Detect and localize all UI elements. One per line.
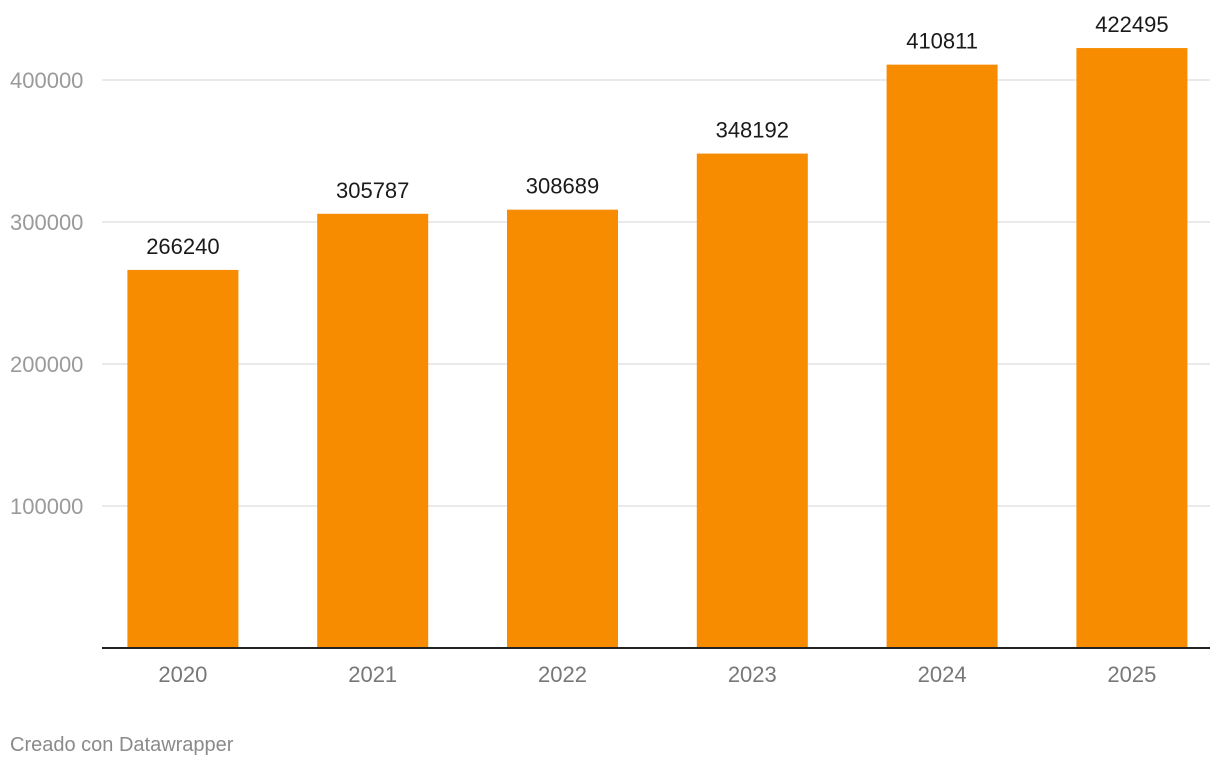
y-tick-label: 200000 bbox=[10, 352, 83, 377]
bar-2024 bbox=[886, 64, 998, 648]
x-axis-tick-labels: 2020 2021 2022 2023 2024 2025 bbox=[158, 662, 1156, 687]
bar-2023 bbox=[696, 153, 808, 648]
bar-2025 bbox=[1076, 48, 1188, 648]
bar-2021 bbox=[317, 213, 429, 648]
bar-value-label: 308689 bbox=[526, 174, 599, 199]
bar-value-label: 422495 bbox=[1095, 12, 1168, 37]
bar-2022 bbox=[507, 209, 618, 648]
x-tick-label: 2020 bbox=[158, 662, 207, 687]
datawrapper-credit: Creado con Datawrapper bbox=[10, 734, 234, 756]
x-tick-label: 2022 bbox=[538, 662, 587, 687]
y-tick-label: 100000 bbox=[10, 494, 83, 519]
x-tick-label: 2023 bbox=[728, 662, 777, 687]
x-tick-label: 2021 bbox=[348, 662, 397, 687]
x-tick-label: 2025 bbox=[1107, 662, 1156, 687]
x-tick-label: 2024 bbox=[918, 662, 967, 687]
bar-value-label: 266240 bbox=[146, 234, 219, 259]
bar-value-label: 410811 bbox=[906, 29, 978, 54]
bar-value-labels: 266240 305787 308689 348192 410811 422495 bbox=[146, 12, 1168, 259]
bar-value-label: 348192 bbox=[716, 118, 789, 143]
gridlines bbox=[102, 79, 1210, 507]
y-tick-label: 400000 bbox=[10, 68, 83, 93]
y-axis-tick-labels: 100000 200000 300000 400000 bbox=[10, 68, 83, 519]
bars bbox=[127, 48, 1188, 648]
bar-2020 bbox=[127, 269, 239, 648]
y-tick-label: 300000 bbox=[10, 210, 83, 235]
bar-value-label: 305787 bbox=[336, 178, 409, 203]
